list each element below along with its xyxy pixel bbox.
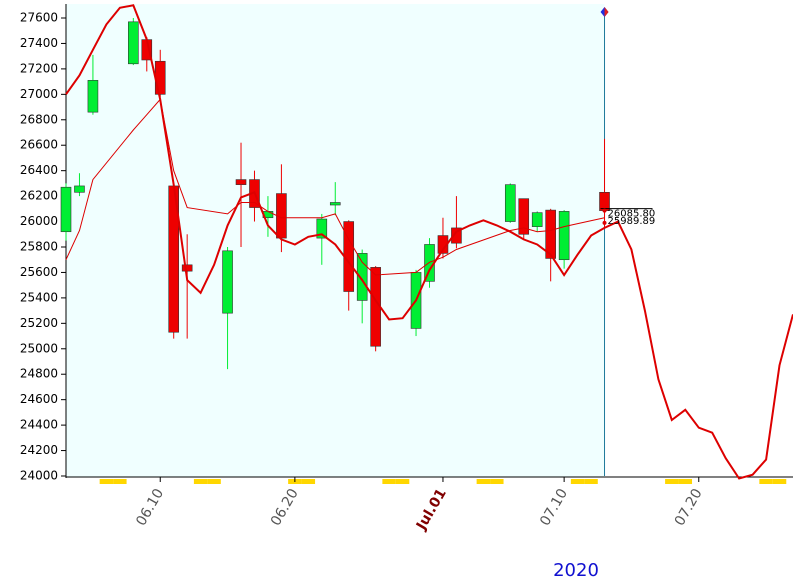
y-tick-label: 25800 (20, 240, 58, 254)
weekend-marker (193, 479, 208, 484)
y-tick-label: 26400 (20, 163, 58, 177)
annotation-point (602, 220, 607, 225)
candle-body (181, 264, 193, 272)
y-tick-label: 27000 (20, 87, 58, 101)
plot-background (66, 4, 605, 477)
candle-body (235, 179, 247, 185)
weekend-marker (490, 479, 504, 484)
annotation-label: 25989.89 (608, 216, 656, 227)
candle-body (518, 198, 530, 235)
candle-body (356, 253, 368, 301)
weekend-marker (678, 479, 693, 484)
weekend-marker (772, 479, 787, 484)
annotation-point (602, 208, 607, 213)
moving-average-line (65, 4, 793, 480)
year-label: 2020 (553, 560, 599, 581)
y-tick-label: 26000 (20, 214, 58, 228)
candle-body (87, 80, 99, 113)
y-tick-label: 24600 (20, 392, 58, 406)
weekend-marker (759, 479, 773, 484)
y-tick-label: 24800 (20, 367, 58, 381)
candle-body (531, 212, 543, 227)
candle-body (329, 202, 341, 206)
weekend-marker (113, 479, 127, 484)
y-tick-label: 24400 (20, 418, 58, 432)
y-tick-label: 26600 (20, 138, 58, 152)
weekend-marker (99, 479, 114, 484)
weekend-marker (395, 479, 410, 484)
y-tick-label: 27600 (20, 11, 58, 25)
y-tick-label: 25400 (20, 290, 58, 304)
y-tick-label: 27200 (20, 61, 58, 75)
moving-average-line (65, 98, 605, 276)
y-tick-label: 24200 (20, 443, 58, 457)
annotation-label: 26085.80 (608, 209, 656, 220)
candle-body (316, 218, 328, 239)
y-tick-label: 27400 (20, 36, 58, 50)
candle-body (504, 184, 516, 222)
candle-body (545, 209, 556, 259)
y-tick-label: 25000 (20, 341, 58, 355)
y-tick-label: 24000 (20, 469, 58, 483)
weekend-marker (207, 479, 221, 484)
y-tick-label: 26200 (20, 189, 58, 203)
candle-body (128, 21, 139, 65)
candle-body (222, 250, 233, 314)
weekend-marker (382, 479, 396, 484)
weekend-marker (665, 479, 679, 484)
current-date-marker-half (604, 7, 609, 17)
weekend-marker (570, 479, 585, 484)
candle-body (154, 60, 166, 95)
y-tick-label: 26800 (20, 112, 58, 126)
y-tick-label: 25200 (20, 316, 58, 330)
weekend-marker (584, 479, 598, 484)
candle-body (74, 185, 85, 193)
weekend-marker (301, 479, 316, 484)
y-tick-label: 25600 (20, 265, 58, 279)
candle-body (558, 211, 570, 261)
weekend-marker (476, 479, 491, 484)
candle-body (60, 186, 72, 233)
candle-body (451, 227, 462, 244)
